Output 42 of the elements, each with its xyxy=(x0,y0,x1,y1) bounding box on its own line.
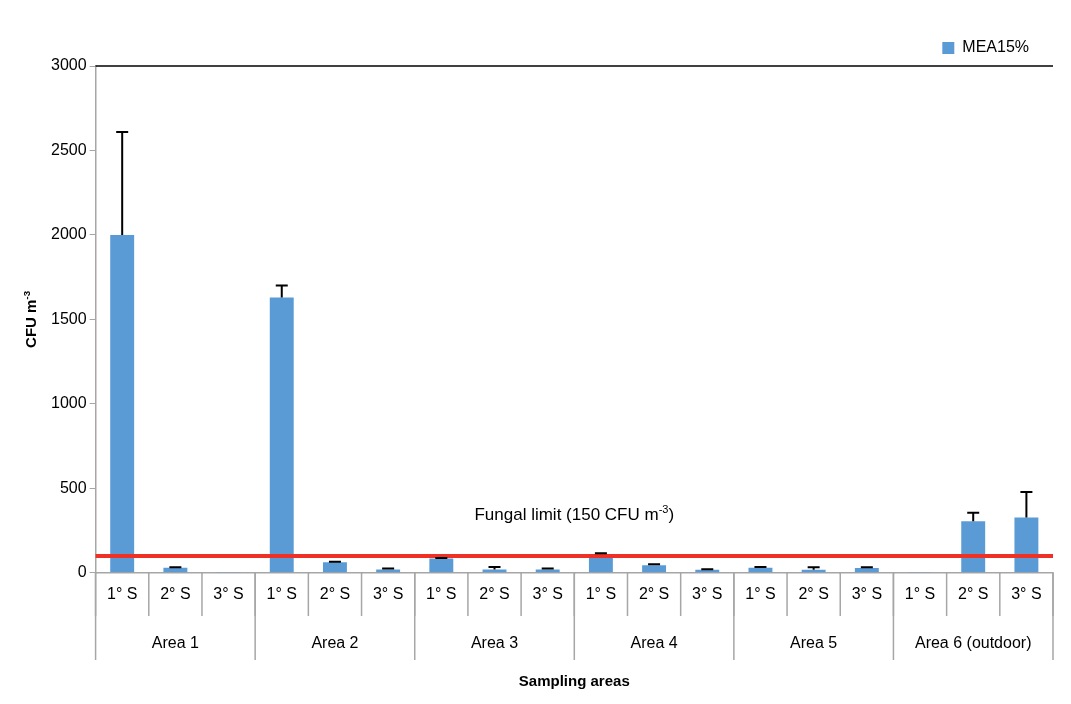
x-tick-label: 1° S xyxy=(745,584,776,602)
bar xyxy=(854,568,879,573)
x-tick-label: 2° S xyxy=(319,584,351,602)
y-tick-label: 1000 xyxy=(51,394,87,412)
y-tick-label: 2500 xyxy=(51,140,87,158)
bar xyxy=(961,521,986,573)
x-tick-label: 2° S xyxy=(958,584,989,602)
x-axis-title: Sampling areas xyxy=(518,672,630,689)
bar xyxy=(642,565,667,573)
bar xyxy=(110,234,135,573)
text: Area 1 xyxy=(151,634,200,651)
x-tick-label: 1° S xyxy=(106,584,138,602)
y-tick-label: 1500 xyxy=(51,309,87,327)
x-tick-label: 3° S xyxy=(1011,584,1042,602)
x-tick-label: 3° S xyxy=(532,584,563,602)
x-tick-label: 3° S xyxy=(692,584,723,602)
text: Area 4 xyxy=(630,634,678,651)
legend-label: MEA15% xyxy=(962,38,1030,56)
x-tick-label: 2° S xyxy=(638,584,670,602)
y-tick-label: 2000 xyxy=(51,225,87,243)
bar xyxy=(482,569,507,573)
text: Area 3 xyxy=(470,634,519,651)
x-tick-label: 3° S xyxy=(372,584,404,602)
bar xyxy=(322,562,347,573)
x-tick-label: 1° S xyxy=(585,584,617,602)
x-tick-label: 1° S xyxy=(904,584,936,602)
x-tick-label: 1° S xyxy=(266,584,297,602)
x-tick-label: 1° S xyxy=(426,584,457,602)
x-tick-label: 2° S xyxy=(479,584,510,602)
text: Area 6 (outdoor) xyxy=(914,634,1032,651)
x-tick-label: 3° S xyxy=(851,584,883,602)
bar xyxy=(1014,517,1039,573)
y-tick-label: 500 xyxy=(59,478,87,496)
text: Area 5 xyxy=(790,634,838,651)
text: Area 2 xyxy=(311,634,359,651)
bar xyxy=(429,558,454,573)
y-tick-label: 3000 xyxy=(51,56,87,74)
x-tick-label: 3° S xyxy=(213,584,244,602)
x-tick-label: 2° S xyxy=(160,584,191,602)
bar xyxy=(269,297,294,573)
x-tick-label: 2° S xyxy=(798,584,829,602)
y-tick-label: 0 xyxy=(77,563,87,581)
